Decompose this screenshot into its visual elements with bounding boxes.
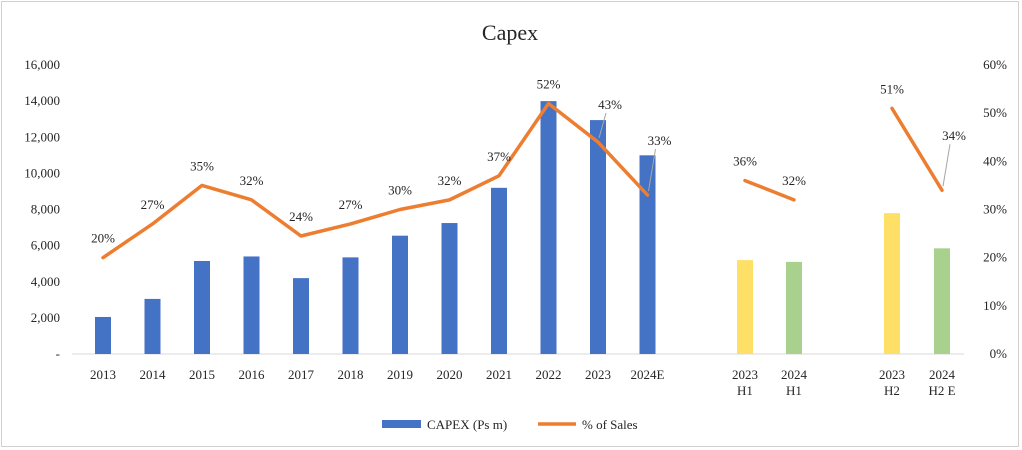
data-label-pct: 32% — [438, 173, 462, 188]
y-tick-label: 14,000 — [24, 93, 60, 108]
bar-capex — [144, 298, 161, 354]
y-tick-label: 16,000 — [24, 57, 60, 72]
x-tick-label: 2019 — [387, 367, 413, 382]
data-label-pct: 33% — [648, 133, 672, 148]
bar-capex — [293, 278, 309, 354]
data-label-leader — [648, 148, 656, 192]
line-pct-sales — [101, 101, 650, 260]
bar-capex — [243, 256, 260, 354]
x-tick-label: 2016 — [239, 367, 266, 382]
bar-capex — [639, 155, 656, 354]
y-tick-label: - — [56, 346, 60, 361]
y-tick-label: 2,000 — [31, 310, 60, 325]
x-tick-label: 2021 — [486, 367, 512, 382]
x-tick-label: 2024 — [781, 367, 808, 382]
y-tick-label: 4,000 — [31, 274, 60, 289]
x-tick-label: 2024 — [929, 367, 956, 382]
y2-tick-label: 60% — [983, 57, 1007, 72]
x-tick-label: 2013 — [90, 367, 116, 382]
data-label-pct: 27% — [339, 197, 363, 212]
y2-tick-label: 50% — [983, 105, 1007, 120]
data-label-pct: 24% — [289, 209, 313, 224]
x-tick-label: 2015 — [189, 367, 215, 382]
data-label-pct: 37% — [487, 149, 511, 164]
x-tick-label: 2022 — [536, 367, 562, 382]
bar-capex — [737, 260, 753, 354]
bar-capex — [392, 235, 408, 354]
data-label-pct: 34% — [942, 128, 966, 143]
bar-capex — [540, 101, 557, 354]
bar-capex — [590, 120, 606, 354]
x-tick-label: 2014 — [140, 367, 167, 382]
data-label-pct: 30% — [388, 183, 412, 198]
x-tick-label: 2018 — [338, 367, 364, 382]
bar-capex — [786, 261, 802, 354]
y2-tick-label: 30% — [983, 202, 1007, 217]
data-label-leader — [598, 112, 607, 139]
data-label-pct: 51% — [880, 81, 904, 96]
data-label-pct: 43% — [598, 97, 622, 112]
x-tick-label: 2024E — [631, 367, 665, 382]
data-label-leader — [942, 144, 951, 187]
y-tick-label: 12,000 — [24, 129, 60, 144]
bar-capex — [491, 187, 507, 354]
bar-capex — [441, 223, 458, 354]
y2-tick-label: 20% — [983, 250, 1007, 265]
y2-tick-label: 0% — [990, 346, 1008, 361]
x-tick-label: 2020 — [437, 367, 463, 382]
chart-title: Capex — [482, 20, 538, 45]
bar-capex — [95, 316, 111, 354]
x-tick-label: H2 E — [928, 383, 955, 398]
data-label-pct: 32% — [782, 173, 806, 188]
legend-label-pct: % of Sales — [582, 417, 638, 432]
bar-capex — [194, 260, 210, 354]
x-tick-label: 2023 — [732, 367, 758, 382]
bar-capex — [342, 257, 359, 354]
data-label-pct: 52% — [537, 77, 561, 92]
x-tick-label: 2023 — [585, 367, 611, 382]
bar-capex — [884, 213, 900, 354]
data-label-pct: 27% — [141, 197, 165, 212]
legend-label-capex: CAPEX (Ps m) — [427, 417, 507, 432]
x-tick-label: 2017 — [288, 367, 315, 382]
x-tick-label: H1 — [737, 383, 753, 398]
x-tick-label: 2023 — [879, 367, 905, 382]
y-tick-label: 8,000 — [31, 202, 60, 217]
data-label-pct: 36% — [733, 154, 757, 169]
y2-tick-label: 40% — [983, 153, 1007, 168]
line-pct-sales — [890, 106, 944, 192]
legend-swatch-capex — [382, 420, 421, 428]
data-label-pct: 20% — [91, 231, 115, 246]
line-pct-sales — [743, 178, 796, 202]
bar-capex — [934, 248, 950, 354]
data-label-pct: 32% — [240, 173, 264, 188]
y2-tick-label: 10% — [983, 298, 1007, 313]
y-tick-label: 6,000 — [31, 238, 60, 253]
data-label-pct: 35% — [190, 158, 214, 173]
y-tick-label: 10,000 — [24, 165, 60, 180]
x-tick-label: H2 — [884, 383, 900, 398]
x-tick-label: H1 — [786, 383, 802, 398]
